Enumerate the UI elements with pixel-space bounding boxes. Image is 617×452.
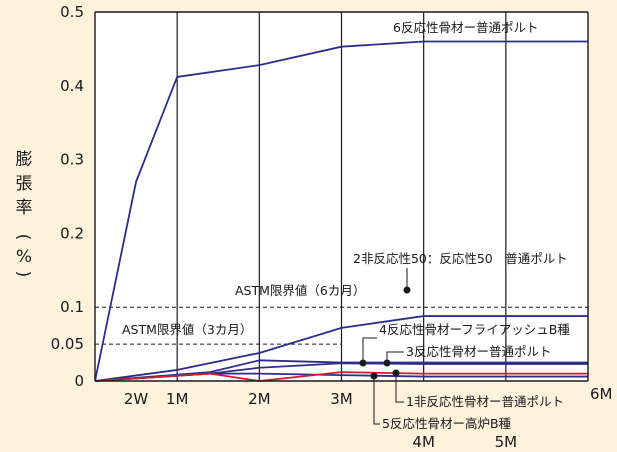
series-annotations: 6反応性骨材ー普通ポルト 2非反応性50：反応性50 普通ポルト 4反応性骨材ーフラ… [353,20,570,431]
threshold-lines: ASTM限界値（6カ月） ASTM限界値（3カ月） [95,283,588,345]
x-tick-label-5: 5M [495,433,518,451]
x-tick-label-1: 1M [166,390,189,408]
series-label-3: 3反応性骨材ー普通ポルト [406,344,551,359]
y-tick-label-3: 0.2 [60,224,84,242]
threshold-label-1: ASTM限界値（3カ月） [122,322,252,337]
series-line-1 [94,40,588,382]
series-label-6: 6反応性骨材ー普通ポルト [393,20,538,35]
y-axis-label: 膨張率 (%) [13,150,33,277]
y-axis-label-char-5: ) [13,271,33,278]
series-label-1: 1非反応性骨材ー普通ポルト [406,394,564,409]
leader-3 [386,351,404,363]
threshold-label-0: ASTM限界値（6カ月） [235,283,365,298]
series-line-6 [94,371,588,382]
series-lines [94,40,588,382]
series-label-2: 2非反応性50：反応性50 普通ポルト [353,251,568,266]
x-tick-label-0: 2W [124,390,149,408]
series-label-5: 5反応性骨材ー高炉B種 [382,416,512,431]
y-tick-label-6: 0.5 [60,3,84,21]
series-line-2 [94,315,588,382]
x-tick-labels: 2W 1M 2M 3M 4M 5M 6M [124,385,613,451]
axes [94,11,589,382]
y-axis-label-char-3: ( [13,234,33,241]
y-axis-label-char-2: 率 [16,198,33,218]
x-tick-label-2: 2M [248,390,271,408]
marker-dot-4 [359,359,367,367]
y-tick-label-2: 0.1 [60,298,84,316]
marker-dot-1 [392,369,400,377]
marker-dot-5 [370,372,378,380]
y-tick-labels: 0 0.05 0.1 0.2 0.3 0.4 0.5 [51,3,84,390]
marker-dot-3 [383,359,391,367]
marker-dot-2 [403,286,411,294]
leader-1 [395,373,404,403]
leader-5 [373,376,380,425]
grid-lines [176,12,507,381]
y-tick-label-0: 0 [74,372,84,390]
y-tick-label-4: 0.3 [60,151,84,169]
y-axis-label-char-1: 張 [16,174,33,194]
y-axis-label-char-0: 膨 [16,150,33,170]
leader-4 [362,337,377,363]
y-tick-label-1: 0.05 [51,335,84,353]
x-tick-label-4: 4M [412,433,435,451]
series-label-4: 4反応性骨材ーフライアッシュB種 [379,322,570,337]
x-tick-label-6: 6M [590,385,613,403]
y-axis-label-char-4: % [16,247,32,267]
y-tick-label-5: 0.4 [60,77,84,95]
x-tick-label-3: 3M [330,390,353,408]
